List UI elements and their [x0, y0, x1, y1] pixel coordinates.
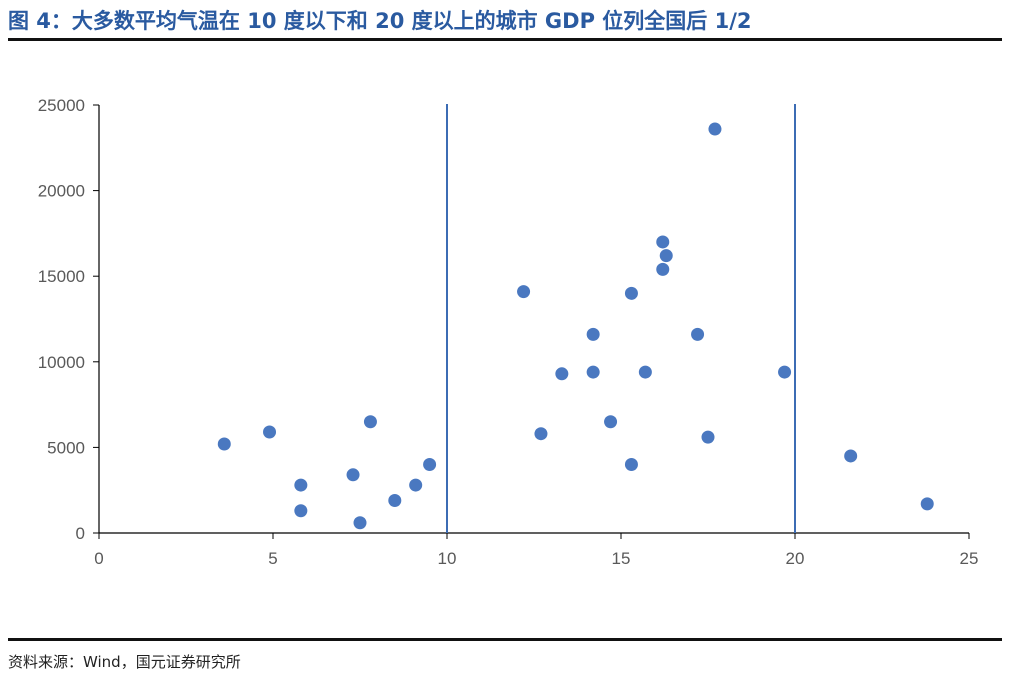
x-tick-label: 25 [960, 549, 979, 568]
y-tick-label: 15000 [38, 267, 85, 286]
x-tick-label: 5 [268, 549, 277, 568]
data-point [624, 458, 638, 472]
data-point [691, 327, 705, 341]
top-rule [8, 38, 1002, 41]
data-point [534, 427, 548, 441]
source-note: 资料来源：Wind，国元证券研究所 [8, 653, 241, 671]
data-point [844, 449, 858, 463]
y-tick-label: 10000 [38, 353, 85, 372]
data-point [217, 437, 231, 451]
data-point [656, 235, 670, 249]
data-point [388, 493, 402, 507]
data-point [555, 367, 569, 381]
data-point [423, 458, 437, 472]
bottom-rule [8, 638, 1002, 641]
data-point [517, 285, 531, 299]
x-tick-label: 10 [438, 549, 457, 568]
data-point [656, 262, 670, 276]
data-point [409, 478, 423, 492]
data-point [346, 468, 360, 482]
data-point [638, 365, 652, 379]
x-tick-label: 20 [786, 549, 805, 568]
figure-title: 图 4：大多数平均气温在 10 度以下和 20 度以上的城市 GDP 位列全国后… [8, 9, 752, 33]
y-tick-label: 0 [76, 524, 85, 543]
x-tick-label: 15 [612, 549, 631, 568]
data-point [294, 504, 308, 518]
data-point [294, 478, 308, 492]
data-point [920, 497, 934, 511]
y-tick-label: 5000 [47, 438, 85, 457]
data-point [701, 430, 715, 444]
data-point [263, 425, 277, 439]
data-point [708, 122, 722, 136]
y-tick-label: 20000 [38, 182, 85, 201]
data-point [604, 415, 618, 429]
data-point [353, 516, 367, 530]
data-point [363, 415, 377, 429]
data-point [659, 249, 673, 263]
y-tick-label: 25000 [38, 96, 85, 115]
x-tick-label: 0 [94, 549, 103, 568]
data-point [586, 327, 600, 341]
data-point [778, 365, 792, 379]
scatter-chart: 0 5000 10000 15000 20000 25000 0 5 10 15 20 25 [38, 96, 979, 568]
data-point [586, 365, 600, 379]
data-point [624, 286, 638, 300]
